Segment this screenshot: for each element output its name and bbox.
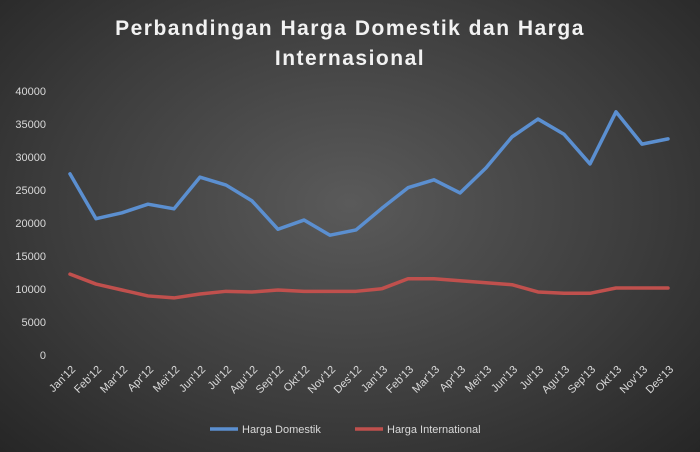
x-tick-label: Sep'12	[254, 364, 286, 396]
legend-label: Harga International	[387, 424, 481, 436]
x-tick-label: Jun'12	[177, 364, 208, 395]
x-tick-label: Des'12	[332, 364, 364, 396]
x-tick-label: Jan'13	[359, 364, 390, 395]
y-tick-label: 35000	[15, 119, 46, 131]
x-tick-label: Nov'12	[306, 364, 338, 396]
x-tick-label: Mei'12	[151, 364, 182, 395]
x-tick-label: Apr'12	[125, 364, 156, 395]
x-tick-label: Feb'13	[384, 364, 416, 396]
y-tick-label: 40000	[15, 86, 46, 98]
x-tick-label: Jan'12	[47, 364, 78, 395]
x-tick-label: Apr'13	[437, 364, 468, 395]
y-tick-label: 30000	[15, 152, 46, 164]
x-tick-label: Nov'13	[618, 364, 650, 396]
data-line	[68, 272, 670, 300]
x-tick-label: Mar'12	[98, 364, 130, 396]
data-line	[68, 110, 670, 237]
y-tick-label: 15000	[15, 251, 46, 263]
y-tick-label: 25000	[15, 185, 46, 197]
x-tick-label: Agu'12	[228, 364, 260, 396]
x-tick-label: Agu'13	[540, 364, 572, 396]
x-tick-label: Jun'13	[489, 364, 520, 395]
x-tick-label: Mar'13	[410, 364, 442, 396]
y-tick-label: 10000	[15, 284, 46, 296]
legend-label: Harga Domestik	[242, 424, 321, 436]
x-tick-label: Feb'12	[72, 364, 104, 396]
chart-title: Perbandingan Harga Domestik dan Harga In…	[115, 17, 585, 70]
x-tick-label: Mei'13	[463, 364, 494, 395]
y-tick-label: 0	[40, 350, 46, 362]
y-tick-label: 20000	[15, 218, 46, 230]
x-tick-label: Des'13	[644, 364, 676, 396]
y-tick-label: 5000	[22, 317, 46, 329]
x-tick-label: Sep'13	[566, 364, 598, 396]
